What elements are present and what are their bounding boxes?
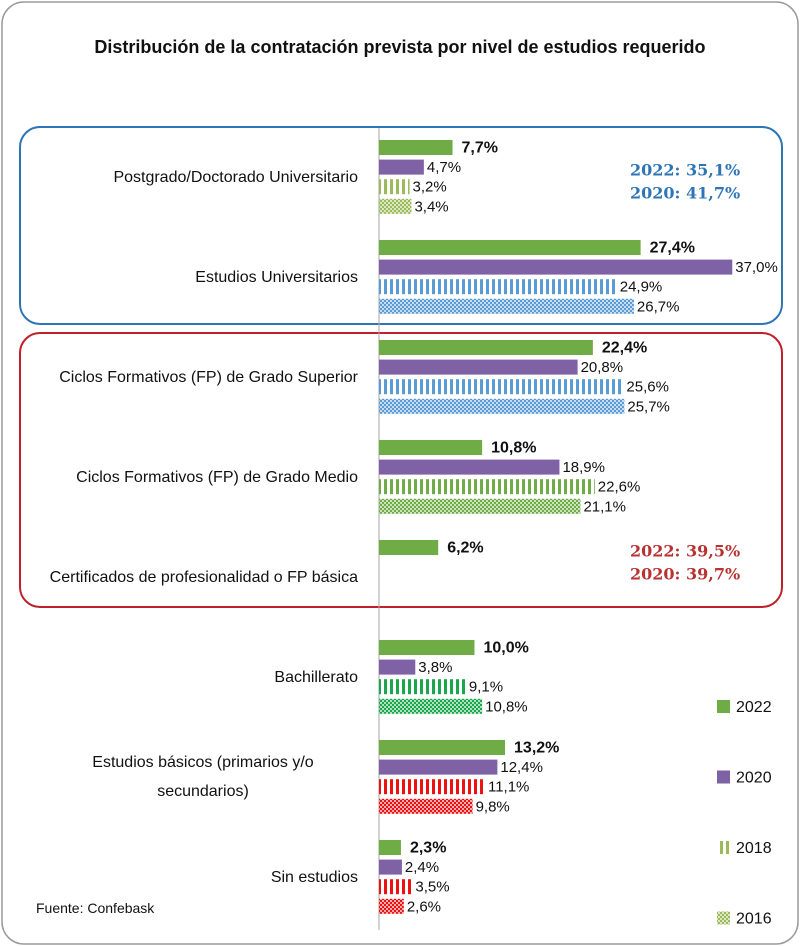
bar: [379, 879, 413, 895]
category-text: Bachillerato: [274, 668, 358, 686]
value-label: 9,1%: [469, 679, 503, 696]
bar: [379, 659, 416, 675]
value-label: 2,4%: [405, 859, 439, 876]
bar: [379, 898, 404, 914]
fp-group-box: [19, 332, 783, 608]
value-label: 3,5%: [415, 879, 449, 896]
bar: [379, 340, 593, 355]
bar: [379, 198, 412, 214]
value-label: 13,2%: [514, 740, 559, 757]
value-label: 12,4%: [500, 759, 543, 776]
category-label: Sin estudios: [28, 842, 358, 912]
category-text: Postgrado/Doctorado Universitario: [113, 168, 358, 186]
category-text: Sin estudios: [270, 868, 358, 886]
value-label: 25,7%: [627, 398, 670, 415]
category-text: Estudios Universitarios: [195, 268, 358, 286]
bar: [379, 459, 560, 475]
legend-swatch: [717, 770, 730, 784]
value-label: 2,3%: [410, 840, 446, 857]
legend-label: 2020: [736, 770, 772, 787]
value-label: 3,8%: [418, 659, 452, 676]
chart-title: Distribución de la contratación prevista…: [94, 37, 706, 57]
legend-swatch: [717, 911, 730, 925]
category-label: Estudios Universitarios: [28, 242, 358, 312]
category-label: Estudios básicos (primarios y/o secundar…: [28, 742, 358, 812]
category-text: Ciclos Formativos (FP) de Grado Medio: [76, 468, 358, 486]
value-label: 27,4%: [650, 240, 695, 257]
value-label: 2,6%: [407, 898, 441, 915]
value-label: 20,8%: [581, 359, 624, 376]
value-label: 11,1%: [488, 779, 529, 796]
bar: [379, 679, 466, 695]
annotation: 2022: 35,1%: [630, 161, 740, 180]
category-text: Estudios básicos (primarios y/o secundar…: [92, 754, 314, 800]
bar: [379, 140, 453, 155]
value-label: 25,6%: [626, 379, 669, 396]
value-label: 6,2%: [447, 540, 483, 557]
value-label: 22,4%: [602, 340, 647, 357]
legend-swatch: [717, 841, 730, 854]
bar: [379, 179, 410, 195]
value-label: 10,0%: [483, 640, 528, 657]
bar: [379, 498, 581, 514]
bar: [379, 359, 578, 375]
bar: [379, 740, 506, 755]
bar: [379, 759, 498, 775]
category-label: Ciclos Formativos (FP) de Grado Superior: [28, 342, 358, 412]
bar: [379, 298, 634, 314]
bar: [379, 240, 641, 255]
category-text: Ciclos Formativos (FP) de Grado Superior: [59, 368, 358, 386]
value-label: 10,8%: [491, 440, 536, 457]
category-label: Ciclos Formativos (FP) de Grado Medio: [28, 442, 358, 512]
value-label: 37,0%: [735, 259, 778, 276]
bar: [379, 440, 483, 455]
value-label: 9,8%: [476, 798, 510, 815]
bar: [379, 798, 473, 814]
bar: [379, 259, 733, 275]
legend-label: 2022: [736, 699, 772, 716]
value-label: 10,8%: [485, 698, 528, 715]
bar: [379, 540, 439, 555]
legend-swatch: [717, 700, 730, 713]
value-label: 22,6%: [598, 479, 641, 496]
bar: [379, 379, 624, 395]
bar: [379, 779, 485, 795]
value-label: 7,7%: [462, 140, 498, 157]
category-label: Postgrado/Doctorado Universitario: [28, 142, 358, 212]
value-label: 4,7%: [427, 159, 461, 176]
source: Fuente: Confebask: [36, 900, 155, 916]
category-text: Certificados de profesionalidad o FP bás…: [49, 568, 358, 586]
annotation: 2022: 39,5%: [630, 542, 740, 561]
value-label: 18,9%: [562, 459, 605, 476]
legend-label: 2018: [736, 840, 772, 857]
bar: [379, 698, 483, 714]
bar: [379, 479, 595, 495]
legend-label: 2016: [736, 911, 772, 928]
bar: [379, 840, 401, 855]
value-label: 24,9%: [620, 279, 663, 296]
bar: [379, 640, 475, 655]
annotation: 2020: 41,7%: [630, 184, 740, 203]
value-label: 3,4%: [414, 198, 448, 215]
category-label: Bachillerato: [28, 642, 358, 712]
bar: [379, 279, 617, 295]
bar: [379, 159, 424, 175]
bar: [379, 398, 625, 414]
category-label: Certificados de profesionalidad o FP bás…: [28, 542, 358, 612]
annotation: 2020: 39,7%: [630, 565, 740, 584]
value-label: 21,1%: [583, 498, 626, 515]
value-label: 3,2%: [413, 179, 447, 196]
value-label: 26,7%: [637, 298, 680, 315]
bar: [379, 859, 402, 875]
university-group-box: [19, 126, 783, 325]
